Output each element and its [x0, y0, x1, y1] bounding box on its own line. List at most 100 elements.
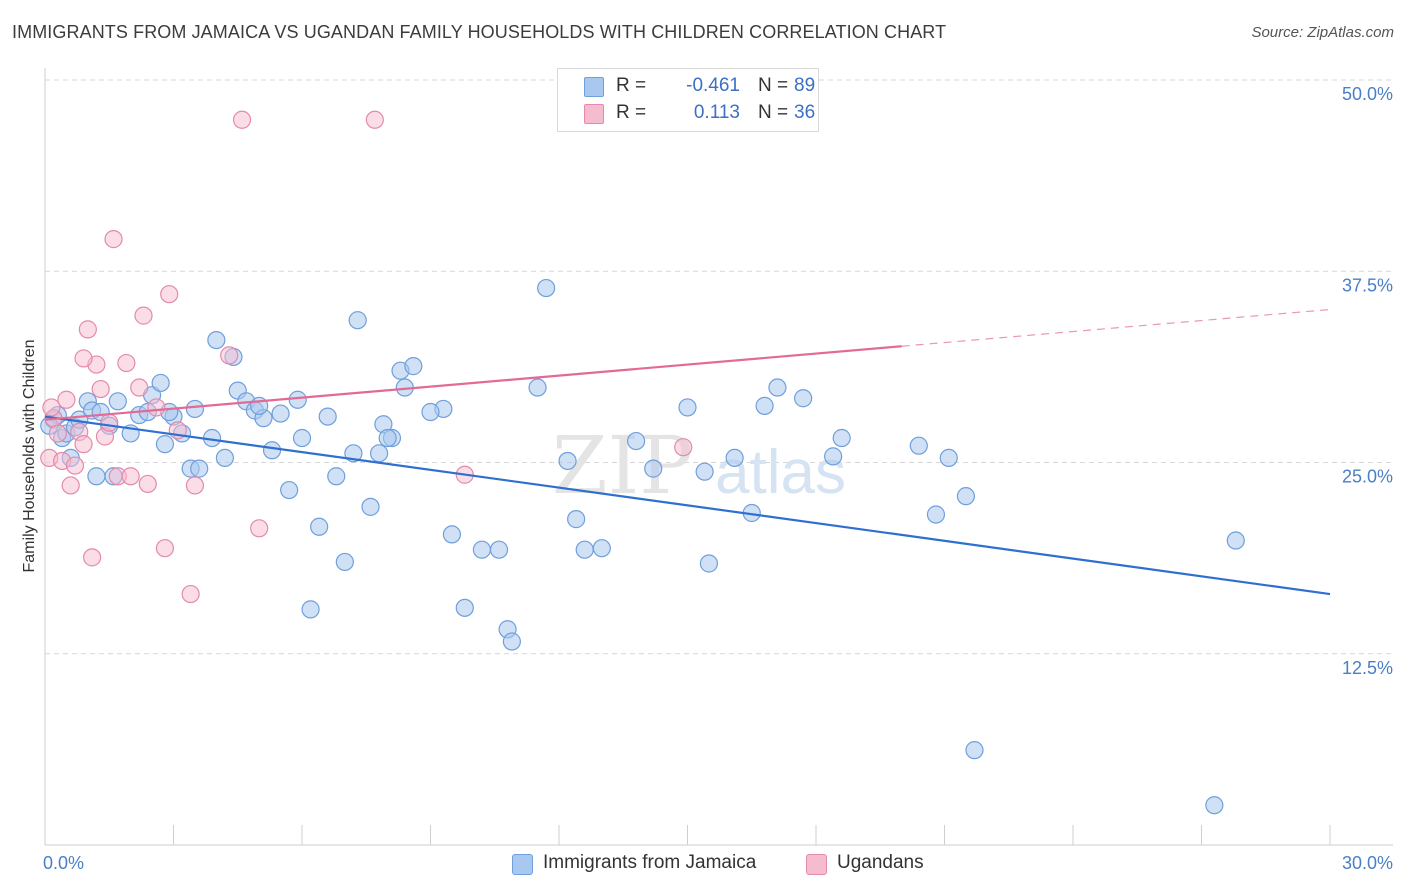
point-jamaica — [824, 447, 843, 466]
point-ugandans — [185, 476, 205, 495]
trend-line-ugandans — [44, 345, 902, 421]
point-jamaica — [190, 459, 209, 478]
legend-r-label: R = — [616, 75, 647, 96]
legend-n-label: N = — [758, 75, 789, 96]
y-tick-label: 37.5% — [1342, 275, 1393, 295]
grid-layer — [45, 79, 1393, 655]
point-ugandans — [160, 285, 179, 304]
point-ugandans — [232, 110, 252, 129]
point-jamaica — [558, 451, 577, 471]
point-ugandans — [674, 438, 693, 457]
point-ugandans — [74, 435, 93, 454]
point-jamaica — [755, 396, 774, 415]
point-ugandans — [74, 349, 93, 368]
source-label: Source: ZipAtlas.com — [1251, 24, 1394, 41]
y-tick-label: 50.0% — [1342, 84, 1393, 104]
point-jamaica — [567, 510, 586, 529]
bottom-legend-swatch-jamaica — [512, 854, 533, 875]
point-jamaica — [271, 404, 290, 423]
point-ugandans — [91, 379, 110, 399]
point-jamaica — [361, 497, 380, 516]
point-jamaica — [528, 378, 547, 397]
bottom-legend-label-jamaica: Immigrants from Jamaica — [543, 852, 757, 873]
x-tick-label: 0.0% — [43, 853, 84, 873]
point-jamaica — [370, 444, 389, 463]
point-ugandans — [250, 519, 269, 538]
point-jamaica — [87, 467, 106, 486]
point-jamaica — [421, 402, 440, 422]
point-jamaica — [909, 436, 928, 455]
y-tick-label: 12.5% — [1342, 658, 1393, 678]
point-jamaica — [207, 331, 226, 350]
point-jamaica — [215, 448, 234, 468]
point-jamaica — [832, 428, 851, 448]
point-jamaica — [575, 540, 594, 559]
point-ugandans — [220, 346, 239, 365]
chart-title: IMMIGRANTS FROM JAMAICA VS UGANDAN FAMIL… — [12, 22, 947, 42]
point-jamaica — [327, 467, 346, 486]
point-jamaica — [965, 741, 984, 760]
point-jamaica — [301, 600, 320, 619]
legend-n-label: N = — [758, 102, 789, 123]
point-ugandans — [42, 398, 61, 417]
point-jamaica — [626, 431, 646, 451]
point-jamaica — [185, 399, 205, 419]
point-jamaica — [794, 389, 813, 408]
point-jamaica — [455, 598, 474, 617]
point-jamaica — [310, 517, 329, 536]
point-ugandans — [100, 413, 119, 432]
point-ugandans — [138, 474, 157, 494]
legend-r-label: R = — [616, 102, 647, 123]
legend-r-value: 0.113 — [693, 102, 740, 123]
trend-lines — [44, 308, 1331, 596]
point-jamaica — [699, 554, 719, 573]
point-jamaica — [472, 540, 491, 559]
point-ugandans — [104, 230, 123, 249]
point-ugandans — [83, 548, 102, 567]
point-jamaica — [489, 540, 509, 559]
point-jamaica — [939, 448, 958, 468]
x-tick-label: 30.0% — [1342, 853, 1393, 873]
point-ugandans — [365, 110, 384, 129]
series-ugandans-points — [40, 110, 693, 604]
point-jamaica — [442, 525, 462, 544]
point-jamaica — [695, 462, 714, 481]
stats-legend: R = -0.461 N = 89 R = 0.113 N = 36 — [557, 68, 819, 132]
point-jamaica — [1226, 531, 1245, 550]
legend-swatch-jamaica — [584, 77, 604, 97]
legend-r-value: -0.461 — [686, 75, 740, 96]
trend-line-ugandans-extension — [901, 308, 1331, 347]
legend-n-value: 36 — [794, 102, 816, 123]
point-ugandans — [78, 320, 97, 339]
point-jamaica — [335, 552, 354, 572]
point-jamaica — [768, 378, 787, 397]
point-jamaica — [404, 357, 423, 376]
y-axis-label: Family Households with Children — [21, 340, 38, 573]
point-ugandans — [57, 390, 76, 409]
bottom-legend-label-ugandans: Ugandans — [837, 852, 924, 873]
point-jamaica — [725, 448, 744, 468]
point-ugandans — [130, 378, 149, 397]
point-jamaica — [644, 459, 663, 478]
point-jamaica — [288, 390, 307, 409]
point-jamaica — [378, 428, 397, 448]
point-jamaica — [318, 407, 337, 426]
point-ugandans — [65, 456, 85, 475]
point-jamaica — [1205, 796, 1224, 815]
trend-line-jamaica — [44, 415, 1331, 596]
tick-labels: 12.5% 25.0% 37.5% 50.0% 0.0% 30.0% — [43, 84, 1393, 873]
bottom-legend-swatch-ugandans — [806, 854, 827, 875]
point-jamaica — [155, 435, 175, 454]
point-jamaica — [280, 480, 299, 500]
point-jamaica — [678, 398, 697, 417]
point-jamaica — [926, 505, 946, 524]
point-ugandans — [155, 539, 175, 558]
point-ugandans — [61, 476, 80, 495]
point-ugandans — [121, 467, 140, 486]
point-ugandans — [117, 353, 136, 373]
point-jamaica — [262, 441, 282, 460]
legend-swatch-ugandans — [584, 104, 604, 124]
point-ugandans — [48, 424, 67, 443]
point-jamaica — [292, 428, 312, 448]
